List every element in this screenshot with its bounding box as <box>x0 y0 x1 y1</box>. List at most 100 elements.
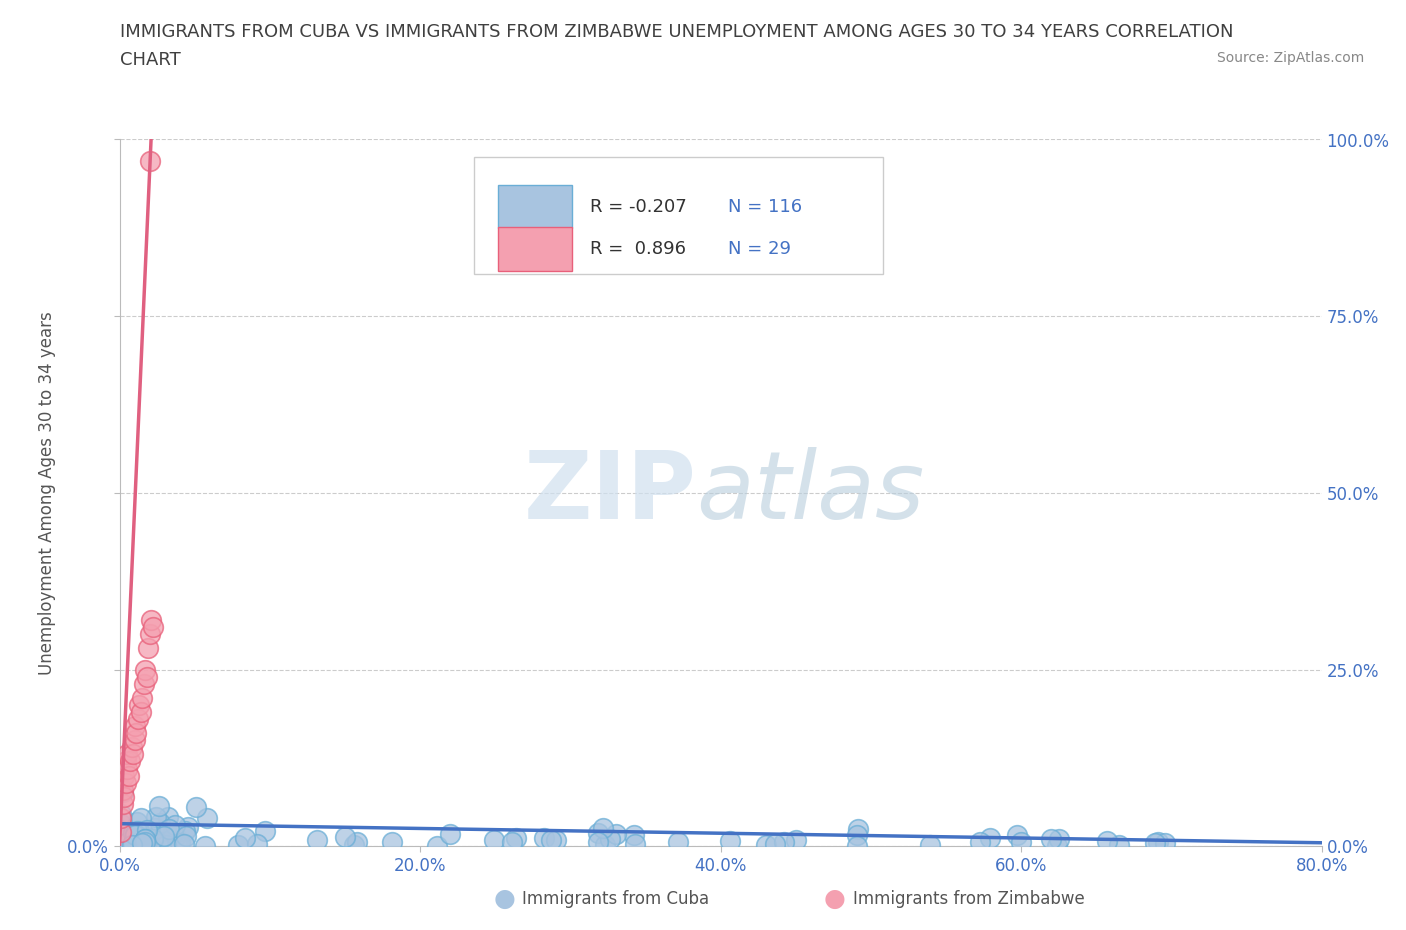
Point <box>668 834 690 849</box>
Point <box>127 711 149 726</box>
Text: N = 116: N = 116 <box>728 198 801 216</box>
Point <box>112 790 135 804</box>
Point <box>163 817 186 832</box>
Point <box>174 829 197 844</box>
Point <box>194 838 217 853</box>
Point <box>131 690 153 705</box>
FancyBboxPatch shape <box>498 185 571 228</box>
Point <box>124 831 146 846</box>
Point <box>157 822 180 837</box>
Point <box>121 835 143 850</box>
Point <box>482 832 505 847</box>
Point <box>117 839 139 854</box>
Point <box>1046 839 1069 854</box>
Point <box>166 837 188 852</box>
Point <box>131 811 153 826</box>
Point <box>114 754 136 769</box>
Point <box>110 817 132 831</box>
Point <box>136 837 159 852</box>
Point <box>226 838 249 853</box>
Point <box>121 834 143 849</box>
Point <box>111 782 134 797</box>
Point <box>136 641 159 656</box>
Point <box>131 835 153 850</box>
Point <box>127 828 149 843</box>
Point <box>501 835 523 850</box>
Point <box>125 824 148 839</box>
Point <box>1153 836 1175 851</box>
Point <box>624 837 647 852</box>
Point <box>138 627 160 642</box>
Point <box>718 833 741 848</box>
Point <box>134 832 156 847</box>
Point <box>1007 828 1029 843</box>
Text: N = 29: N = 29 <box>728 240 790 258</box>
Y-axis label: Unemployment Among Ages 30 to 34 years: Unemployment Among Ages 30 to 34 years <box>38 311 56 675</box>
Point <box>115 761 138 776</box>
Point <box>124 733 146 748</box>
Point <box>426 838 449 853</box>
Point <box>128 831 150 846</box>
Point <box>110 825 132 840</box>
Point <box>135 670 157 684</box>
Point <box>127 830 149 845</box>
Point <box>1143 836 1166 851</box>
Point <box>138 834 160 849</box>
Text: Immigrants from Zimbabwe: Immigrants from Zimbabwe <box>853 890 1084 909</box>
Point <box>544 832 567 847</box>
Point <box>246 836 269 851</box>
Point <box>169 835 191 850</box>
Point <box>117 829 139 844</box>
Point <box>592 821 614 836</box>
Point <box>135 822 157 837</box>
Point <box>110 837 132 852</box>
Point <box>146 836 169 851</box>
Point <box>593 838 616 853</box>
Point <box>134 834 156 849</box>
Point <box>132 834 155 849</box>
Text: ●: ● <box>824 887 846 911</box>
Point <box>772 834 794 849</box>
Point <box>145 820 167 835</box>
Point <box>124 838 146 853</box>
Point <box>763 836 786 851</box>
Point <box>156 834 179 849</box>
Point <box>439 827 461 842</box>
Point <box>148 799 170 814</box>
Point <box>111 822 134 837</box>
Point <box>785 833 807 848</box>
Point <box>979 830 1001 845</box>
Point <box>333 830 356 844</box>
Point <box>121 837 143 852</box>
Point <box>124 826 146 841</box>
Text: CHART: CHART <box>120 51 180 69</box>
Point <box>167 838 190 853</box>
Point <box>117 825 139 840</box>
Point <box>124 828 146 843</box>
Point <box>586 834 609 849</box>
Point <box>117 834 139 849</box>
Text: IMMIGRANTS FROM CUBA VS IMMIGRANTS FROM ZIMBABWE UNEMPLOYMENT AMONG AGES 30 TO 3: IMMIGRANTS FROM CUBA VS IMMIGRANTS FROM … <box>120 23 1233 41</box>
Point <box>138 835 160 850</box>
Point <box>124 719 146 734</box>
Text: ●: ● <box>494 887 515 911</box>
Point <box>118 754 141 769</box>
Point <box>305 833 328 848</box>
Text: R = -0.207: R = -0.207 <box>589 198 686 216</box>
Point <box>145 810 167 825</box>
Point <box>1095 833 1118 848</box>
Point <box>125 725 148 740</box>
Point <box>139 613 162 628</box>
Point <box>540 832 562 847</box>
Point <box>112 768 135 783</box>
Point <box>605 827 627 842</box>
Point <box>115 747 138 762</box>
Point <box>132 676 155 691</box>
Point <box>114 776 136 790</box>
Point <box>142 619 165 634</box>
Text: atlas: atlas <box>696 447 925 538</box>
Point <box>122 747 145 762</box>
Point <box>117 768 139 783</box>
Point <box>184 800 207 815</box>
Point <box>173 837 195 852</box>
